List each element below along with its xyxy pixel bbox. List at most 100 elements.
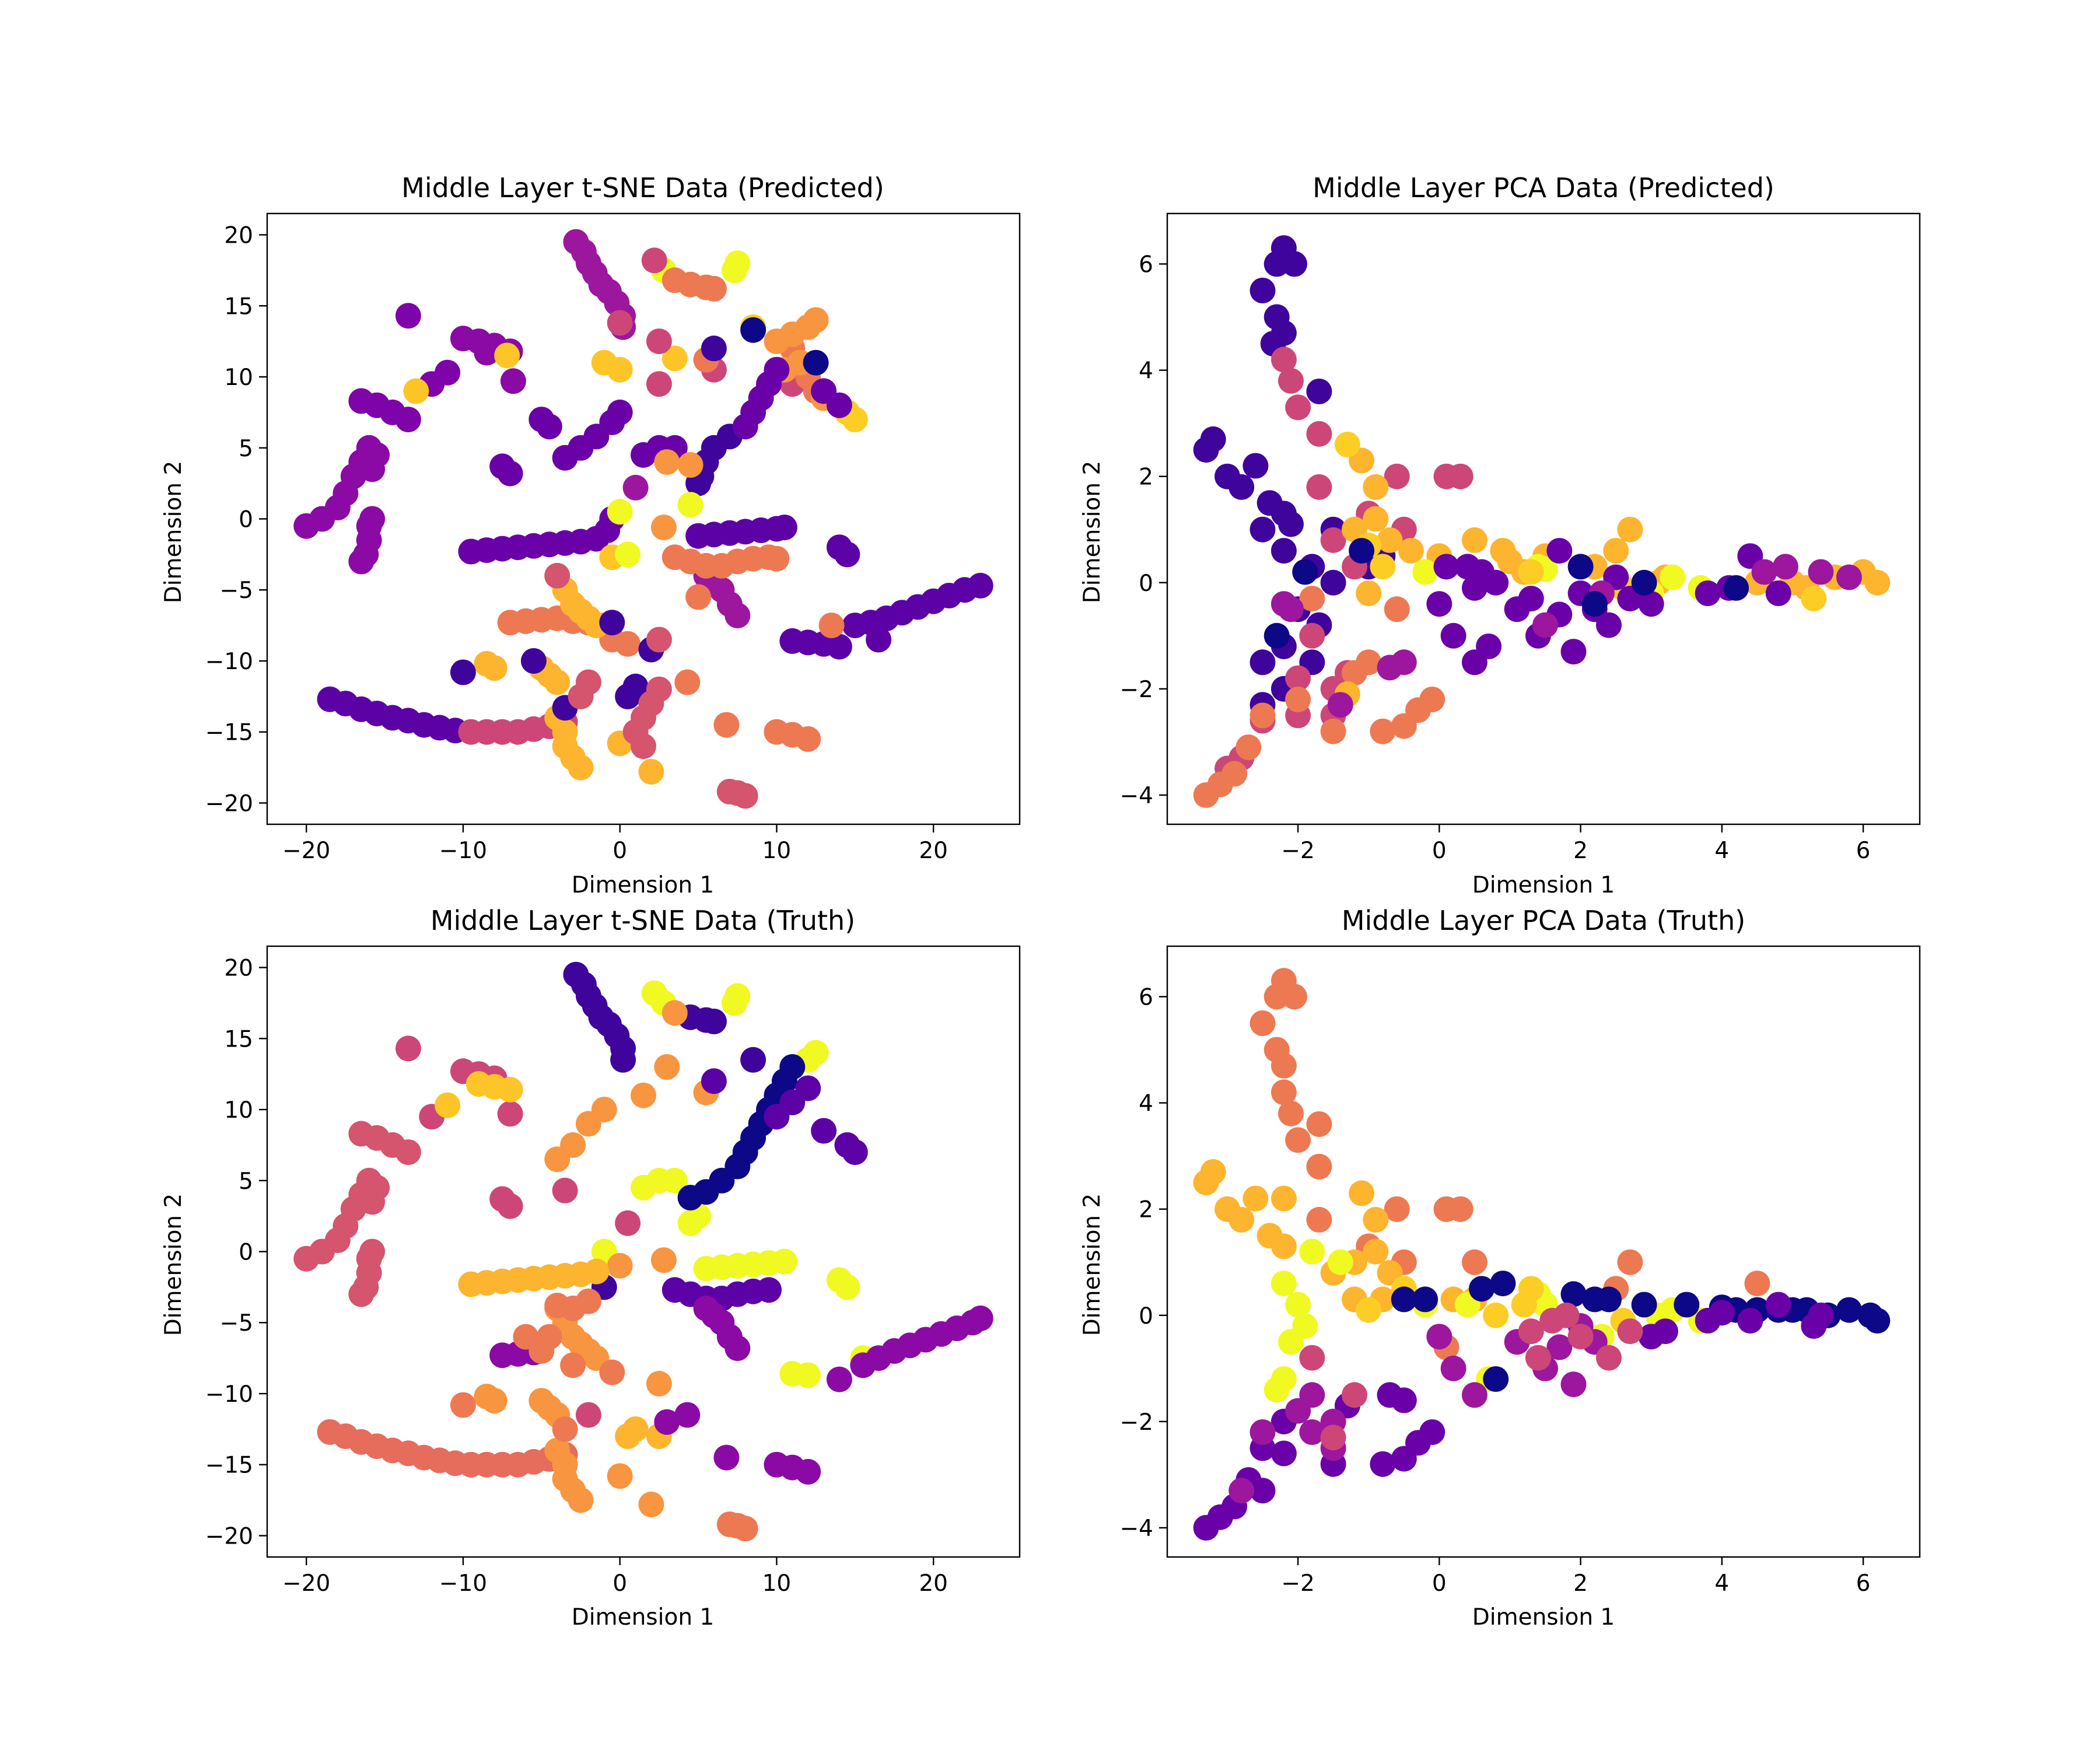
scatter-point — [1270, 1079, 1297, 1105]
scatter-point — [803, 1040, 829, 1066]
scatter-point — [359, 456, 386, 482]
x-tick-label: 20 — [919, 838, 948, 864]
scatter-point — [494, 342, 520, 369]
scatter-point — [1469, 1276, 1494, 1302]
scatter-point — [795, 726, 821, 752]
scatter-point — [544, 669, 570, 695]
scatter-point — [1674, 1292, 1700, 1318]
scatter-point — [1596, 1345, 1622, 1371]
scatter-point — [662, 345, 688, 372]
scatter-point — [1282, 251, 1307, 277]
x-tick-label: 2 — [1573, 1570, 1588, 1597]
scatter-point — [1808, 559, 1834, 585]
scatter-series — [317, 686, 468, 744]
scatter-point — [1349, 1180, 1375, 1206]
scatter-point — [721, 257, 747, 284]
scatter-point — [740, 317, 766, 343]
scatter-point — [1483, 569, 1509, 596]
scatter-point — [1660, 564, 1686, 590]
chart-title: Middle Layer t-SNE Data (Predicted) — [401, 172, 884, 204]
scatter-point — [1476, 634, 1502, 659]
x-tick-label: 6 — [1856, 838, 1871, 864]
panel-pca-predicted: Middle Layer PCA Data (Predicted) Dimens… — [1079, 172, 1921, 898]
scatter-point — [1419, 687, 1446, 712]
x-tick-label: −10 — [439, 1570, 487, 1597]
scatter-point — [1631, 569, 1657, 596]
x-axis-label: Dimension 1 — [1472, 1604, 1615, 1630]
x-tick-label: 4 — [1714, 838, 1729, 864]
y-tick-label: −15 — [205, 1453, 253, 1479]
scatter-point — [1384, 1196, 1410, 1222]
scatter-point — [1334, 432, 1360, 457]
scatter-point — [1250, 1419, 1276, 1445]
scatter-point — [1292, 559, 1318, 585]
scatter-point — [1285, 1292, 1311, 1318]
scatter-point — [650, 515, 677, 541]
scatter-point — [395, 303, 421, 329]
scatter-point — [1363, 1238, 1389, 1265]
scatter-point — [1349, 538, 1375, 564]
y-tick-label: 4 — [1139, 358, 1153, 384]
scatter-series — [607, 492, 704, 568]
x-tick-label: 0 — [1432, 838, 1447, 864]
scatter-point — [1282, 984, 1307, 1010]
scatter-point — [1695, 580, 1721, 606]
scatter-point — [552, 1177, 578, 1203]
scatter-point — [1483, 1366, 1509, 1392]
y-tick-label: 15 — [224, 1026, 253, 1052]
scatter-point — [646, 328, 672, 355]
scatter-point — [1306, 1111, 1332, 1137]
y-tick-label: 10 — [224, 1097, 253, 1124]
scatter-point — [1440, 1355, 1466, 1381]
scatter-point — [622, 474, 649, 501]
scatter-point — [497, 610, 523, 636]
y-tick-label: −10 — [205, 1381, 253, 1408]
scatter-point — [359, 1189, 386, 1215]
scatter-point — [1553, 1302, 1580, 1328]
scatter-point — [1236, 734, 1262, 760]
scatter-point — [1447, 1196, 1474, 1222]
scatter-point — [1864, 1307, 1891, 1334]
x-tick-label: 0 — [612, 1570, 627, 1597]
scatter-point — [489, 453, 516, 480]
y-tick-label: 20 — [224, 223, 253, 249]
scatter-point — [1391, 1387, 1417, 1413]
chart-title: Middle Layer PCA Data (Truth) — [1342, 905, 1745, 936]
scatter-point — [732, 1516, 758, 1542]
scatter-point — [1384, 463, 1410, 489]
scatter-point — [1278, 1100, 1304, 1126]
scatter-point — [1836, 1297, 1862, 1323]
scatter-point — [764, 356, 790, 383]
scatter-point — [1306, 1206, 1332, 1233]
scatter-point — [1327, 692, 1353, 718]
axis-ticks: −20 −10 0 10 20 −20 −15 −10 −5 0 5 10 15 20 — [205, 223, 948, 864]
scatter-point — [1546, 1334, 1573, 1360]
scatter-point — [1278, 596, 1304, 622]
x-axis-label: Dimension 1 — [1472, 872, 1615, 898]
scatter-point — [1250, 516, 1276, 543]
scatter-point — [641, 247, 667, 274]
y-tick-label: 4 — [1139, 1091, 1153, 1117]
x-tick-label: 6 — [1856, 1570, 1871, 1597]
scatter-point — [1264, 622, 1290, 649]
scatter-point — [1518, 586, 1544, 612]
plot-frame — [266, 212, 1021, 825]
x-axis-label: Dimension 1 — [572, 1604, 715, 1630]
scatter-point — [1426, 1324, 1452, 1350]
scatter-point — [1461, 527, 1488, 553]
scatter-point — [1631, 1292, 1657, 1318]
scatter-point — [359, 506, 386, 532]
scatter-point — [1270, 1271, 1297, 1297]
y-tick-label: 0 — [1139, 1303, 1153, 1329]
scatter-point — [1370, 718, 1396, 744]
scatter-point — [1264, 251, 1290, 277]
scatter-point — [1270, 1440, 1297, 1467]
scatter-point — [967, 1305, 993, 1331]
y-tick-label: 6 — [1139, 984, 1153, 1010]
scatter-point — [685, 584, 712, 610]
scatter-point — [756, 1277, 782, 1303]
scatter-point — [607, 399, 633, 425]
x-tick-label: 0 — [1432, 1570, 1447, 1597]
